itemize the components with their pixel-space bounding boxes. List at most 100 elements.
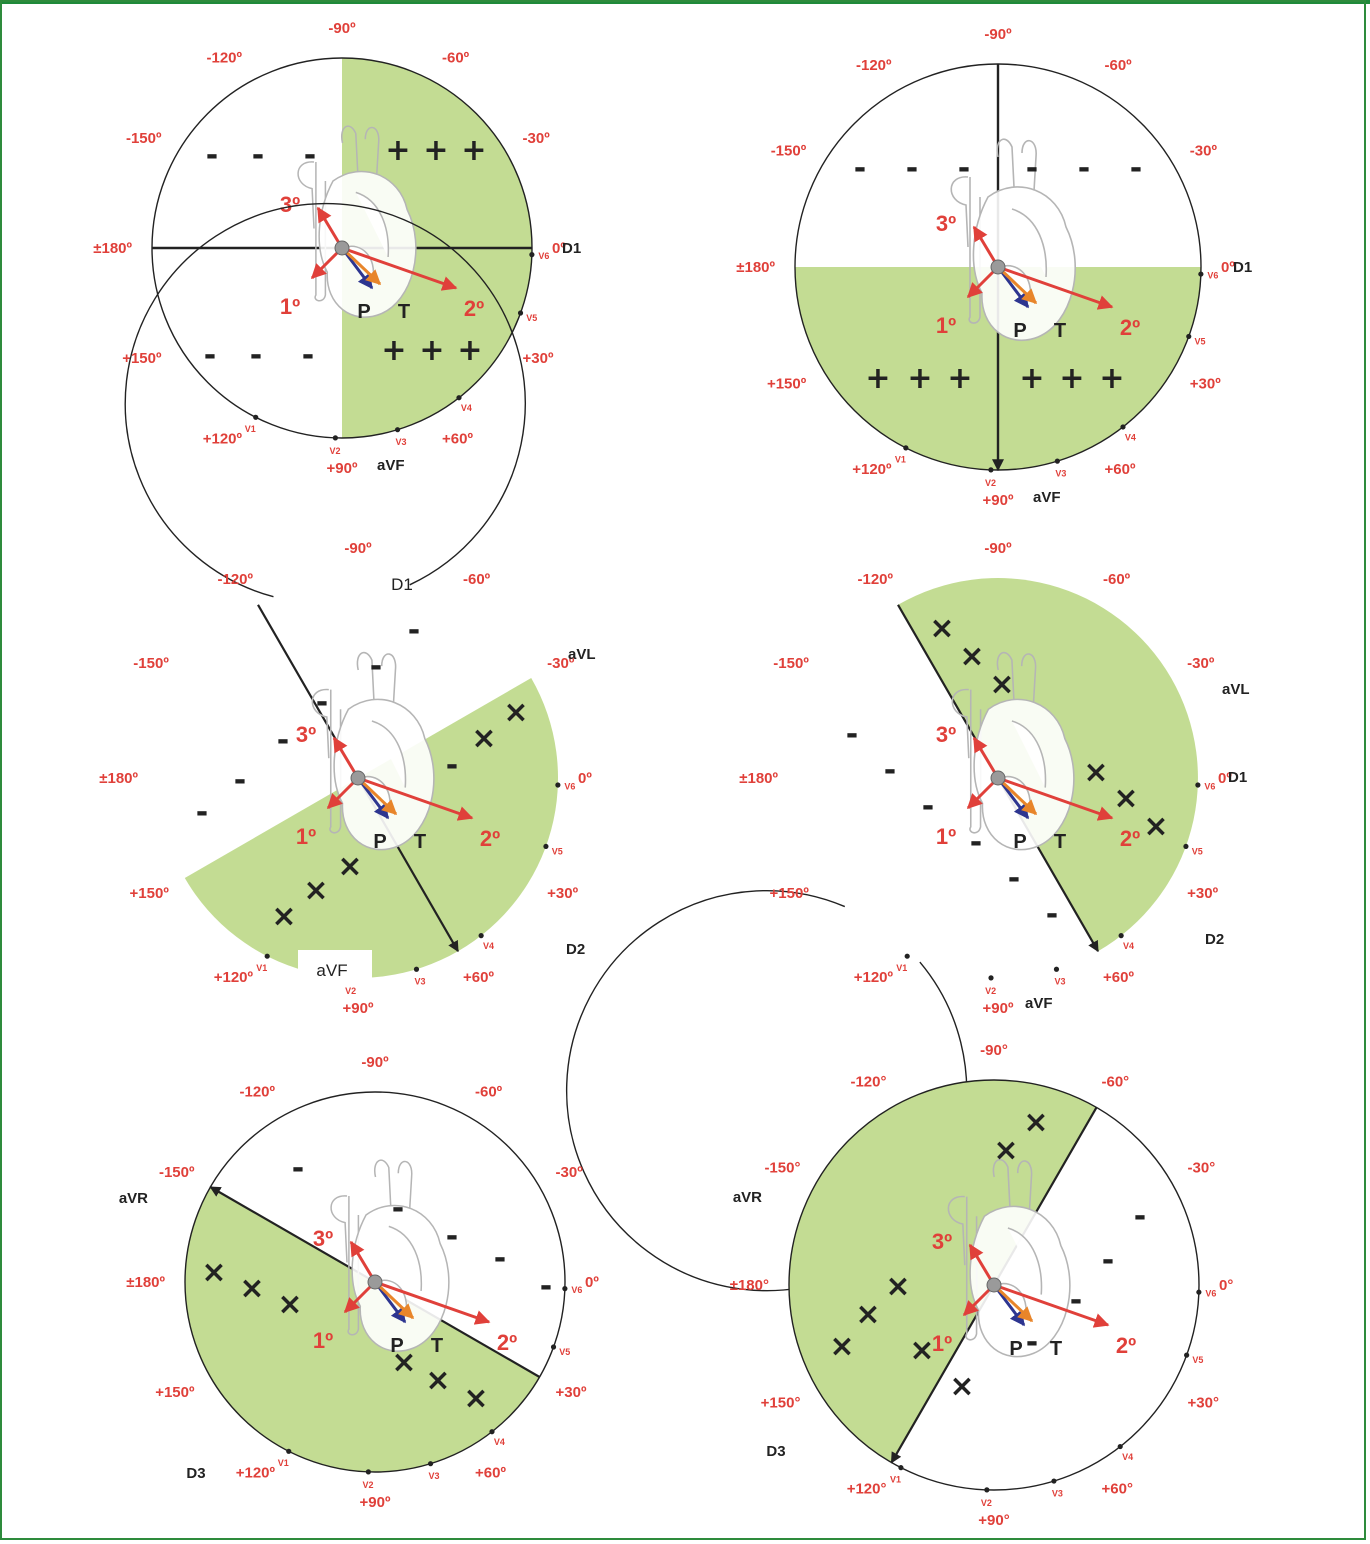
polarity-sign: × bbox=[929, 611, 954, 646]
degree-label: +150º bbox=[767, 376, 807, 393]
v-lead-label: V4 bbox=[494, 1437, 505, 1447]
v-lead-label: V4 bbox=[1122, 1452, 1133, 1462]
polarity-sign: - bbox=[906, 151, 918, 186]
heart-part-5 bbox=[388, 1225, 423, 1292]
polarity-sign: - bbox=[958, 151, 970, 186]
lead-avf-label: aVF bbox=[1033, 489, 1061, 506]
v-lead-label: V1 bbox=[256, 963, 267, 973]
polarity-sign: - bbox=[1046, 897, 1058, 932]
polarity-sign: - bbox=[1102, 1243, 1114, 1278]
degree-label: +150º bbox=[770, 885, 810, 902]
degree-label: -120º bbox=[217, 571, 253, 588]
degree-label: -150° bbox=[764, 1160, 800, 1177]
v-lead-dot bbox=[365, 1469, 371, 1475]
v-lead-dot bbox=[550, 1344, 557, 1350]
v-lead-dot bbox=[529, 252, 535, 258]
v-lead-label: V2 bbox=[985, 986, 996, 996]
v-lead-dot bbox=[1118, 933, 1124, 939]
panel-3-diagram: 3º 1º 2º P T -90º -60º -30º 0º +30º +60º +90º -120º -… bbox=[99, 202, 596, 1017]
lead-avf-label: aVF bbox=[316, 961, 347, 980]
v-lead-label: V2 bbox=[329, 446, 340, 456]
degree-label: +60º bbox=[475, 1465, 506, 1482]
heart-part-4 bbox=[351, 1204, 450, 1352]
t-vector-arrow bbox=[373, 1280, 415, 1320]
polarity-sign: - bbox=[196, 795, 208, 830]
heart-part-2 bbox=[297, 161, 315, 229]
v-lead-label: V1 bbox=[890, 1474, 901, 1484]
v-lead-dot bbox=[988, 975, 994, 981]
polarity-sign: - bbox=[446, 1219, 458, 1254]
polarity-sign: + bbox=[461, 133, 486, 168]
polarity-sign: - bbox=[970, 825, 982, 860]
degree-label: +30º bbox=[556, 1384, 587, 1401]
degree-label: +30° bbox=[1188, 1395, 1219, 1412]
degree-label: ±180º bbox=[99, 770, 138, 787]
heart-part-0 bbox=[996, 138, 1015, 188]
degree-label: ±180° bbox=[730, 1277, 769, 1294]
vector-1-label: 1º bbox=[280, 294, 300, 319]
polarity-sign: - bbox=[540, 1269, 552, 1304]
degree-label: -150º bbox=[159, 1164, 195, 1181]
v-lead-label: V3 bbox=[414, 977, 425, 987]
degree-label: -30º bbox=[1190, 143, 1218, 160]
polarity-sign: - bbox=[304, 138, 316, 173]
heart-part-1 bbox=[1021, 139, 1037, 192]
heart-part-3 bbox=[314, 161, 327, 302]
degree-label: ±180º bbox=[736, 259, 775, 276]
v-lead-dot bbox=[1196, 1289, 1202, 1295]
v-lead-dot bbox=[1195, 782, 1201, 788]
polarity-sign: × bbox=[1023, 1105, 1048, 1140]
v-lead-label: V5 bbox=[559, 1347, 570, 1357]
top-border-bar bbox=[0, 0, 1370, 4]
degree-label: +60º bbox=[1105, 461, 1136, 478]
lead-d1-label: D1 bbox=[1228, 769, 1247, 786]
heart-part-5 bbox=[1011, 720, 1047, 788]
vector-3-label: 3º bbox=[936, 722, 956, 747]
v-lead-dot bbox=[1117, 1443, 1123, 1450]
v-lead-dot bbox=[1054, 458, 1060, 464]
v-lead-dot bbox=[253, 414, 259, 420]
t-label: T bbox=[414, 831, 426, 853]
v-lead-dot bbox=[543, 843, 549, 850]
polarity-sign: - bbox=[292, 1151, 304, 1186]
polarity-sign: × bbox=[993, 1133, 1018, 1168]
v-lead-dot bbox=[489, 1429, 495, 1435]
center-node bbox=[990, 770, 1006, 786]
lead-d2-label: D2 bbox=[1205, 931, 1224, 948]
degree-label: +30º bbox=[1187, 885, 1218, 902]
polarity-sign: + bbox=[419, 333, 444, 368]
degree-label: +30º bbox=[523, 350, 554, 367]
v-lead-label: V6 bbox=[564, 781, 575, 791]
polarity-sign: - bbox=[1008, 861, 1020, 896]
lead-d3-label: D3 bbox=[186, 1465, 205, 1482]
vector-3-label: 3º bbox=[296, 722, 316, 747]
heart-part-2 bbox=[947, 1195, 966, 1266]
v-lead-dot bbox=[394, 427, 401, 433]
degree-label: +150º bbox=[155, 1384, 195, 1401]
lead-d2-label: D2 bbox=[566, 941, 585, 958]
v-lead-dot bbox=[286, 1448, 292, 1454]
degree-label: -120º bbox=[856, 57, 892, 74]
p-label: P bbox=[373, 831, 386, 853]
v-lead-dot bbox=[478, 933, 484, 939]
v-lead-label: V6 bbox=[1207, 271, 1218, 281]
polarity-sign: - bbox=[1130, 151, 1142, 186]
vector-3-label: 3º bbox=[932, 1229, 952, 1254]
polarity-sign: - bbox=[316, 685, 328, 720]
degree-label: -150º bbox=[126, 130, 162, 147]
degree-label: +120º bbox=[852, 461, 892, 478]
degree-label: +90º bbox=[343, 1000, 374, 1017]
v-lead-dot bbox=[413, 966, 420, 972]
polarity-sign: + bbox=[1019, 361, 1044, 396]
t-label: T bbox=[1054, 320, 1066, 342]
lead-d1-label: D1 bbox=[562, 240, 581, 257]
v-lead-dot bbox=[898, 1465, 904, 1471]
lead-avf-label: aVF bbox=[1025, 995, 1053, 1012]
degree-label: 0º bbox=[578, 770, 592, 787]
p-label: P bbox=[1013, 831, 1026, 853]
polarity-sign: × bbox=[337, 849, 362, 884]
vector-2-label: 2º bbox=[497, 1330, 517, 1355]
heart-part-4 bbox=[973, 698, 1075, 851]
t-vector-arrow bbox=[340, 246, 382, 286]
degree-label: -60º bbox=[475, 1083, 503, 1100]
